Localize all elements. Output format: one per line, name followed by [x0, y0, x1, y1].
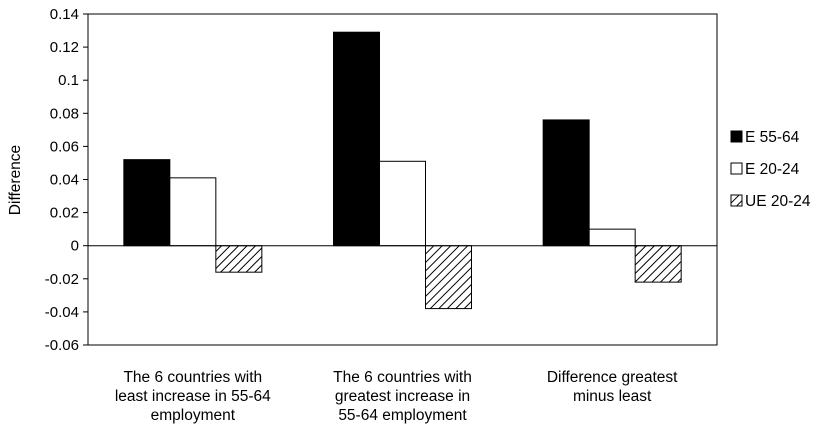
- category-label: 55-64 employment: [338, 407, 467, 424]
- y-axis-ticks: 0.14 0.12 0.1 0.08 0.06 0.04 0.02 0 -0.02 -0.04 -0…: [45, 6, 88, 354]
- legend: E 55-64 E 20-24 UE 20-24: [730, 129, 811, 210]
- bar-e-20-24-0: [169, 177, 217, 247]
- y-tick-label: 0.08: [50, 105, 79, 122]
- bars: [123, 31, 682, 310]
- y-tick-label: -0.06: [45, 337, 79, 354]
- bar-ue-20-24-0: [215, 245, 263, 273]
- legend-swatch: [730, 194, 743, 207]
- category-label: employment: [151, 407, 236, 424]
- bar-e-55-64-1: [333, 31, 380, 247]
- category-label: The 6 countries with: [333, 369, 472, 386]
- y-tick-label: 0.04: [50, 172, 79, 189]
- y-axis-title: Difference: [7, 145, 24, 215]
- bar-e-55-64-2: [542, 119, 590, 247]
- y-tick-label: 0: [71, 238, 79, 255]
- y-tick-label: 0.02: [50, 205, 79, 222]
- bar-e-55-64-0: [123, 159, 171, 247]
- y-tick-label: 0.12: [50, 39, 79, 56]
- y-tick-label: 0.06: [50, 138, 79, 155]
- category-label: The 6 countries with: [123, 369, 262, 386]
- y-tick-label: -0.04: [45, 304, 79, 321]
- bar-ue-20-24-2: [634, 245, 682, 283]
- y-tick-label: -0.02: [45, 271, 79, 288]
- category-labels: The 6 countries with least increase in 55…: [115, 369, 678, 424]
- legend-swatch: [730, 130, 743, 143]
- category-label: minus least: [573, 388, 652, 405]
- legend-label: E 20-24: [745, 161, 800, 178]
- y-tick-label: 0.14: [50, 6, 79, 23]
- category-label: Difference greatest: [547, 369, 678, 386]
- legend-label: E 55-64: [745, 129, 800, 146]
- category-label: greatest increase in: [335, 388, 470, 405]
- legend-label: UE 20-24: [745, 193, 811, 210]
- bar-e-20-24-2: [588, 228, 636, 247]
- y-tick-label: 0.1: [58, 72, 79, 89]
- bar-e-20-24-1: [379, 160, 426, 247]
- category-label: least increase in 55-64: [115, 388, 271, 405]
- legend-swatch: [730, 162, 743, 175]
- bar-ue-20-24-1: [425, 245, 472, 310]
